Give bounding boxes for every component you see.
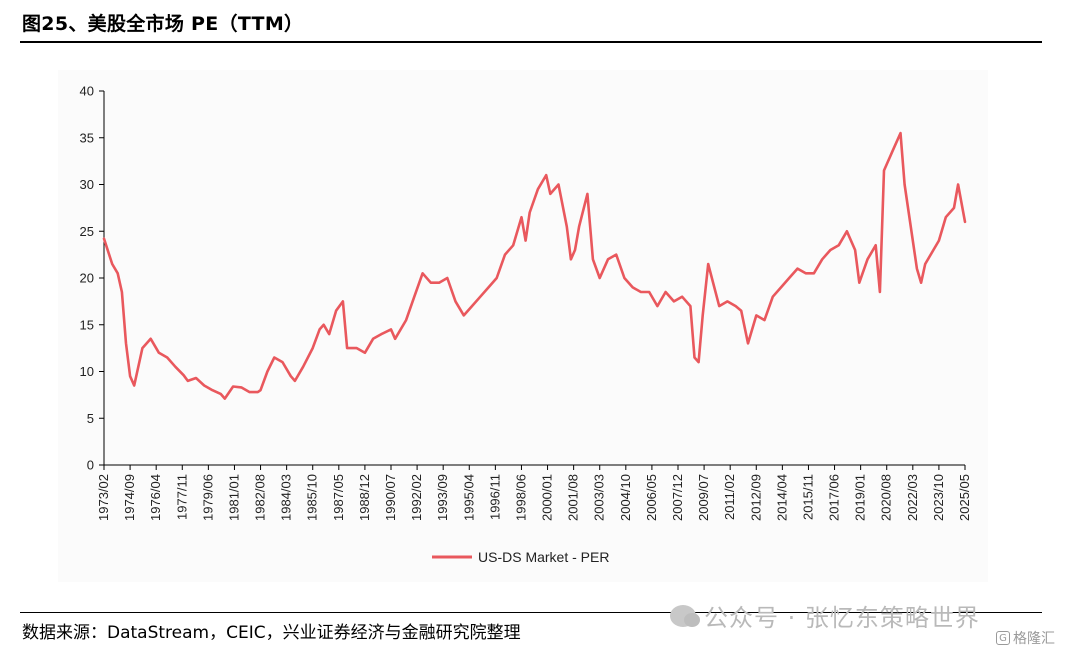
x-axis-ticks: 1973/02 1974/09 1976/04 1977/11 1979/06 1981/… [96, 465, 972, 521]
source-note: 数据来源：DataStream，CEIC，兴业证券经济与金融研究院整理 [22, 623, 521, 643]
watermark-secondary: G 格隆汇 [996, 628, 1055, 648]
legend-label: US-DS Market - PER [478, 549, 609, 565]
x-tick-label: 2011/02 [722, 474, 737, 520]
x-tick-label: 1981/01 [226, 474, 241, 521]
y-tick-label: 5 [87, 411, 94, 426]
watermark-text: 公众号 · 张忆东策略世界 [704, 604, 980, 632]
x-tick-label: 1990/07 [383, 474, 398, 521]
x-tick-label: 2023/10 [931, 474, 946, 521]
y-axis-ticks: 0 5 10 15 20 25 30 35 40 [80, 84, 104, 473]
legend: US-DS Market - PER [432, 549, 609, 565]
x-tick-label: 1985/10 [305, 474, 320, 521]
x-tick-label: 1977/11 [174, 474, 189, 520]
x-tick-label: 2003/03 [592, 474, 607, 521]
watermark: 公众号 · 张忆东策略世界 [670, 598, 980, 633]
x-tick-label: 1993/09 [435, 474, 450, 521]
gelonghui-logo-icon: G [996, 631, 1010, 645]
x-tick-label: 1976/04 [148, 474, 163, 521]
x-tick-label: 1974/09 [122, 474, 137, 521]
x-tick-label: 1979/06 [200, 474, 215, 521]
x-tick-label: 1998/06 [513, 474, 528, 521]
top-rule [20, 41, 1042, 43]
x-tick-label: 2007/12 [670, 474, 685, 521]
x-tick-label: 1987/05 [331, 474, 346, 521]
y-tick-label: 40 [80, 84, 94, 99]
x-tick-label: 2009/07 [696, 474, 711, 521]
plot-background [58, 70, 988, 582]
y-tick-label: 10 [80, 364, 94, 379]
figure-title: 图25、美股全市场 PE（TTM） [22, 13, 304, 35]
y-tick-label: 15 [80, 317, 94, 332]
x-tick-label: 1996/11 [487, 474, 502, 520]
x-tick-label: 2025/05 [957, 474, 972, 521]
x-tick-label: 1988/12 [357, 474, 372, 521]
wechat-icon [670, 604, 700, 627]
x-tick-label: 2001/08 [566, 474, 581, 521]
x-tick-label: 2006/05 [644, 474, 659, 521]
series-line-us-ds-market-per [102, 131, 967, 400]
x-tick-label: 2012/09 [748, 474, 763, 521]
x-tick-label: 1984/03 [279, 474, 294, 521]
x-tick-label: 2019/01 [853, 474, 868, 521]
watermark-secondary-text: 格隆汇 [1013, 631, 1055, 647]
y-tick-label: 30 [80, 177, 94, 192]
x-tick-label: 2017/06 [827, 474, 842, 521]
y-tick-label: 20 [80, 271, 94, 286]
x-tick-label: 1995/04 [461, 474, 476, 521]
x-tick-label: 2004/10 [618, 474, 633, 521]
x-tick-label: 1973/02 [96, 474, 111, 521]
x-tick-label: 2015/11 [800, 474, 815, 520]
x-tick-label: 2014/04 [774, 474, 789, 521]
x-tick-label: 1992/02 [409, 474, 424, 521]
x-tick-label: 2020/08 [879, 474, 894, 521]
y-tick-label: 0 [87, 458, 94, 473]
bottom-rule [20, 612, 1042, 613]
x-tick-label: 2000/01 [540, 474, 555, 521]
y-tick-label: 35 [80, 130, 94, 145]
x-tick-label: 2022/03 [905, 474, 920, 521]
y-tick-label: 25 [80, 224, 94, 239]
x-tick-label: 1982/08 [253, 474, 268, 521]
